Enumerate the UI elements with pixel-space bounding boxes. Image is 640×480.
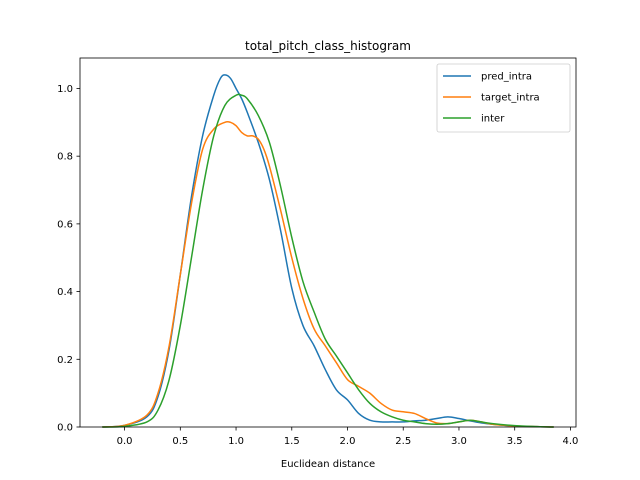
y-tick-label: 0.8	[57, 152, 73, 163]
plot-lines	[102, 74, 554, 428]
legend-label-pred_intra: pred_intra	[481, 72, 532, 83]
y-tick-label: 0.6	[57, 219, 73, 230]
legend-label-inter: inter	[481, 114, 505, 125]
x-tick-label: 3.5	[507, 436, 523, 447]
legend-label-target_intra: target_intra	[481, 93, 540, 104]
x-tick-label: 0.0	[117, 436, 133, 447]
legend-box	[436, 63, 571, 133]
y-axis-ticks: 0.0 0.2 0.4 0.6 0.8 1.0	[57, 84, 80, 434]
x-tick-label: 4.0	[562, 436, 578, 447]
x-tick-label: 1.0	[228, 436, 244, 447]
plot-frame	[79, 57, 577, 428]
x-axis-label: Euclidean distance	[281, 459, 375, 470]
chart-title: total_pitch_class_histogram	[245, 39, 411, 53]
y-tick-label: 1.0	[57, 84, 73, 95]
x-tick-label: 2.0	[340, 436, 356, 447]
y-tick-label: 0.4	[57, 287, 73, 298]
x-tick-label: 1.5	[284, 436, 300, 447]
x-tick-label: 3.0	[451, 436, 467, 447]
y-tick-label: 0.0	[57, 423, 73, 434]
x-axis-ticks: 0.0 0.5 1.0 1.5 2.0 2.5 3.0 3.5 4.0	[117, 427, 578, 447]
y-tick-label: 0.2	[57, 355, 73, 366]
series-line-pred_intra	[102, 74, 554, 428]
series-line-inter	[102, 93, 554, 428]
x-tick-label: 0.5	[172, 436, 188, 447]
x-tick-label: 2.5	[395, 436, 411, 447]
